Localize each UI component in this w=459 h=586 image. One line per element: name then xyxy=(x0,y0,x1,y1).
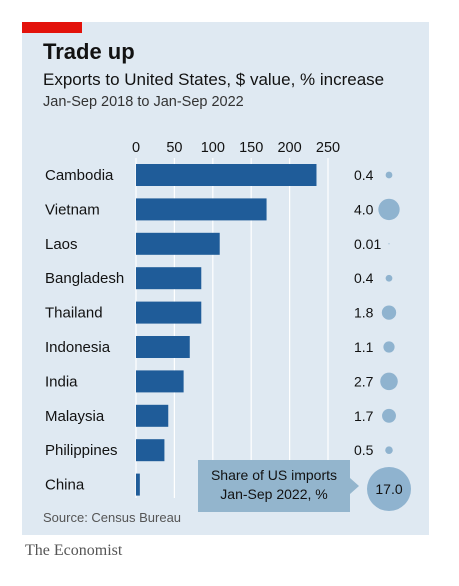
category-label: Thailand xyxy=(45,305,103,322)
source-note: Source: Census Bureau xyxy=(43,510,182,525)
bar xyxy=(136,404,169,427)
bar xyxy=(136,267,202,290)
share-bubble xyxy=(385,274,393,282)
bar xyxy=(136,439,165,462)
category-label: Philippines xyxy=(45,442,118,459)
x-tick-label: 0 xyxy=(132,140,140,156)
bar xyxy=(136,336,190,358)
x-tick-label: 200 xyxy=(277,140,301,156)
share-bubble xyxy=(382,408,396,423)
chart-title: Trade up xyxy=(43,39,135,64)
share-value-label: 1.1 xyxy=(354,339,374,355)
category-label: Indonesia xyxy=(45,339,111,356)
bar xyxy=(136,232,220,255)
share-value-label: 1.8 xyxy=(354,305,374,321)
share-value-label: 0.5 xyxy=(354,442,374,458)
share-value-label: 0.4 xyxy=(354,270,374,286)
share-legend-box xyxy=(198,460,350,512)
bar xyxy=(136,164,317,186)
share-value-label: 1.7 xyxy=(354,408,374,424)
share-legend-arrow xyxy=(350,478,359,494)
share-bubble xyxy=(378,198,400,221)
bar xyxy=(136,198,267,221)
category-label: India xyxy=(45,373,78,390)
x-tick-label: 100 xyxy=(201,140,225,156)
share-bubble xyxy=(383,341,395,353)
chart-subtitle: Exports to United States, $ value, % inc… xyxy=(43,70,385,89)
share-value-label: 2.7 xyxy=(354,373,374,389)
category-label: China xyxy=(45,477,85,494)
share-legend-label: Share of US imports xyxy=(210,467,338,483)
x-tick-label: 150 xyxy=(239,140,263,156)
share-bubble xyxy=(388,243,390,245)
share-value-label: 17.0 xyxy=(375,481,402,497)
category-label: Malaysia xyxy=(45,408,105,425)
brand-accent-tag xyxy=(22,22,82,33)
bar xyxy=(136,473,140,496)
bar xyxy=(136,370,184,393)
category-label: Cambodia xyxy=(45,167,114,184)
share-legend-period: Jan-Sep 2022, % xyxy=(220,486,328,502)
share-bubble xyxy=(385,446,393,454)
category-label: Laos xyxy=(45,236,78,253)
x-tick-label: 250 xyxy=(316,140,340,156)
bar xyxy=(136,301,202,324)
x-tick-label: 50 xyxy=(166,140,182,156)
share-bubble xyxy=(385,171,393,179)
share-value-label: 4.0 xyxy=(354,201,374,217)
category-label: Bangladesh xyxy=(45,270,124,287)
share-bubble xyxy=(380,372,398,391)
chart-panel xyxy=(22,22,429,535)
share-bubble xyxy=(367,467,411,511)
category-label: Vietnam xyxy=(45,201,100,218)
share-value-label: 0.4 xyxy=(354,167,374,183)
share-bubble xyxy=(381,305,397,320)
publisher-logo: The Economist xyxy=(25,542,123,559)
chart-date-range: Jan-Sep 2018 to Jan-Sep 2022 xyxy=(43,94,244,110)
share-value-label: 0.01 xyxy=(354,236,381,252)
